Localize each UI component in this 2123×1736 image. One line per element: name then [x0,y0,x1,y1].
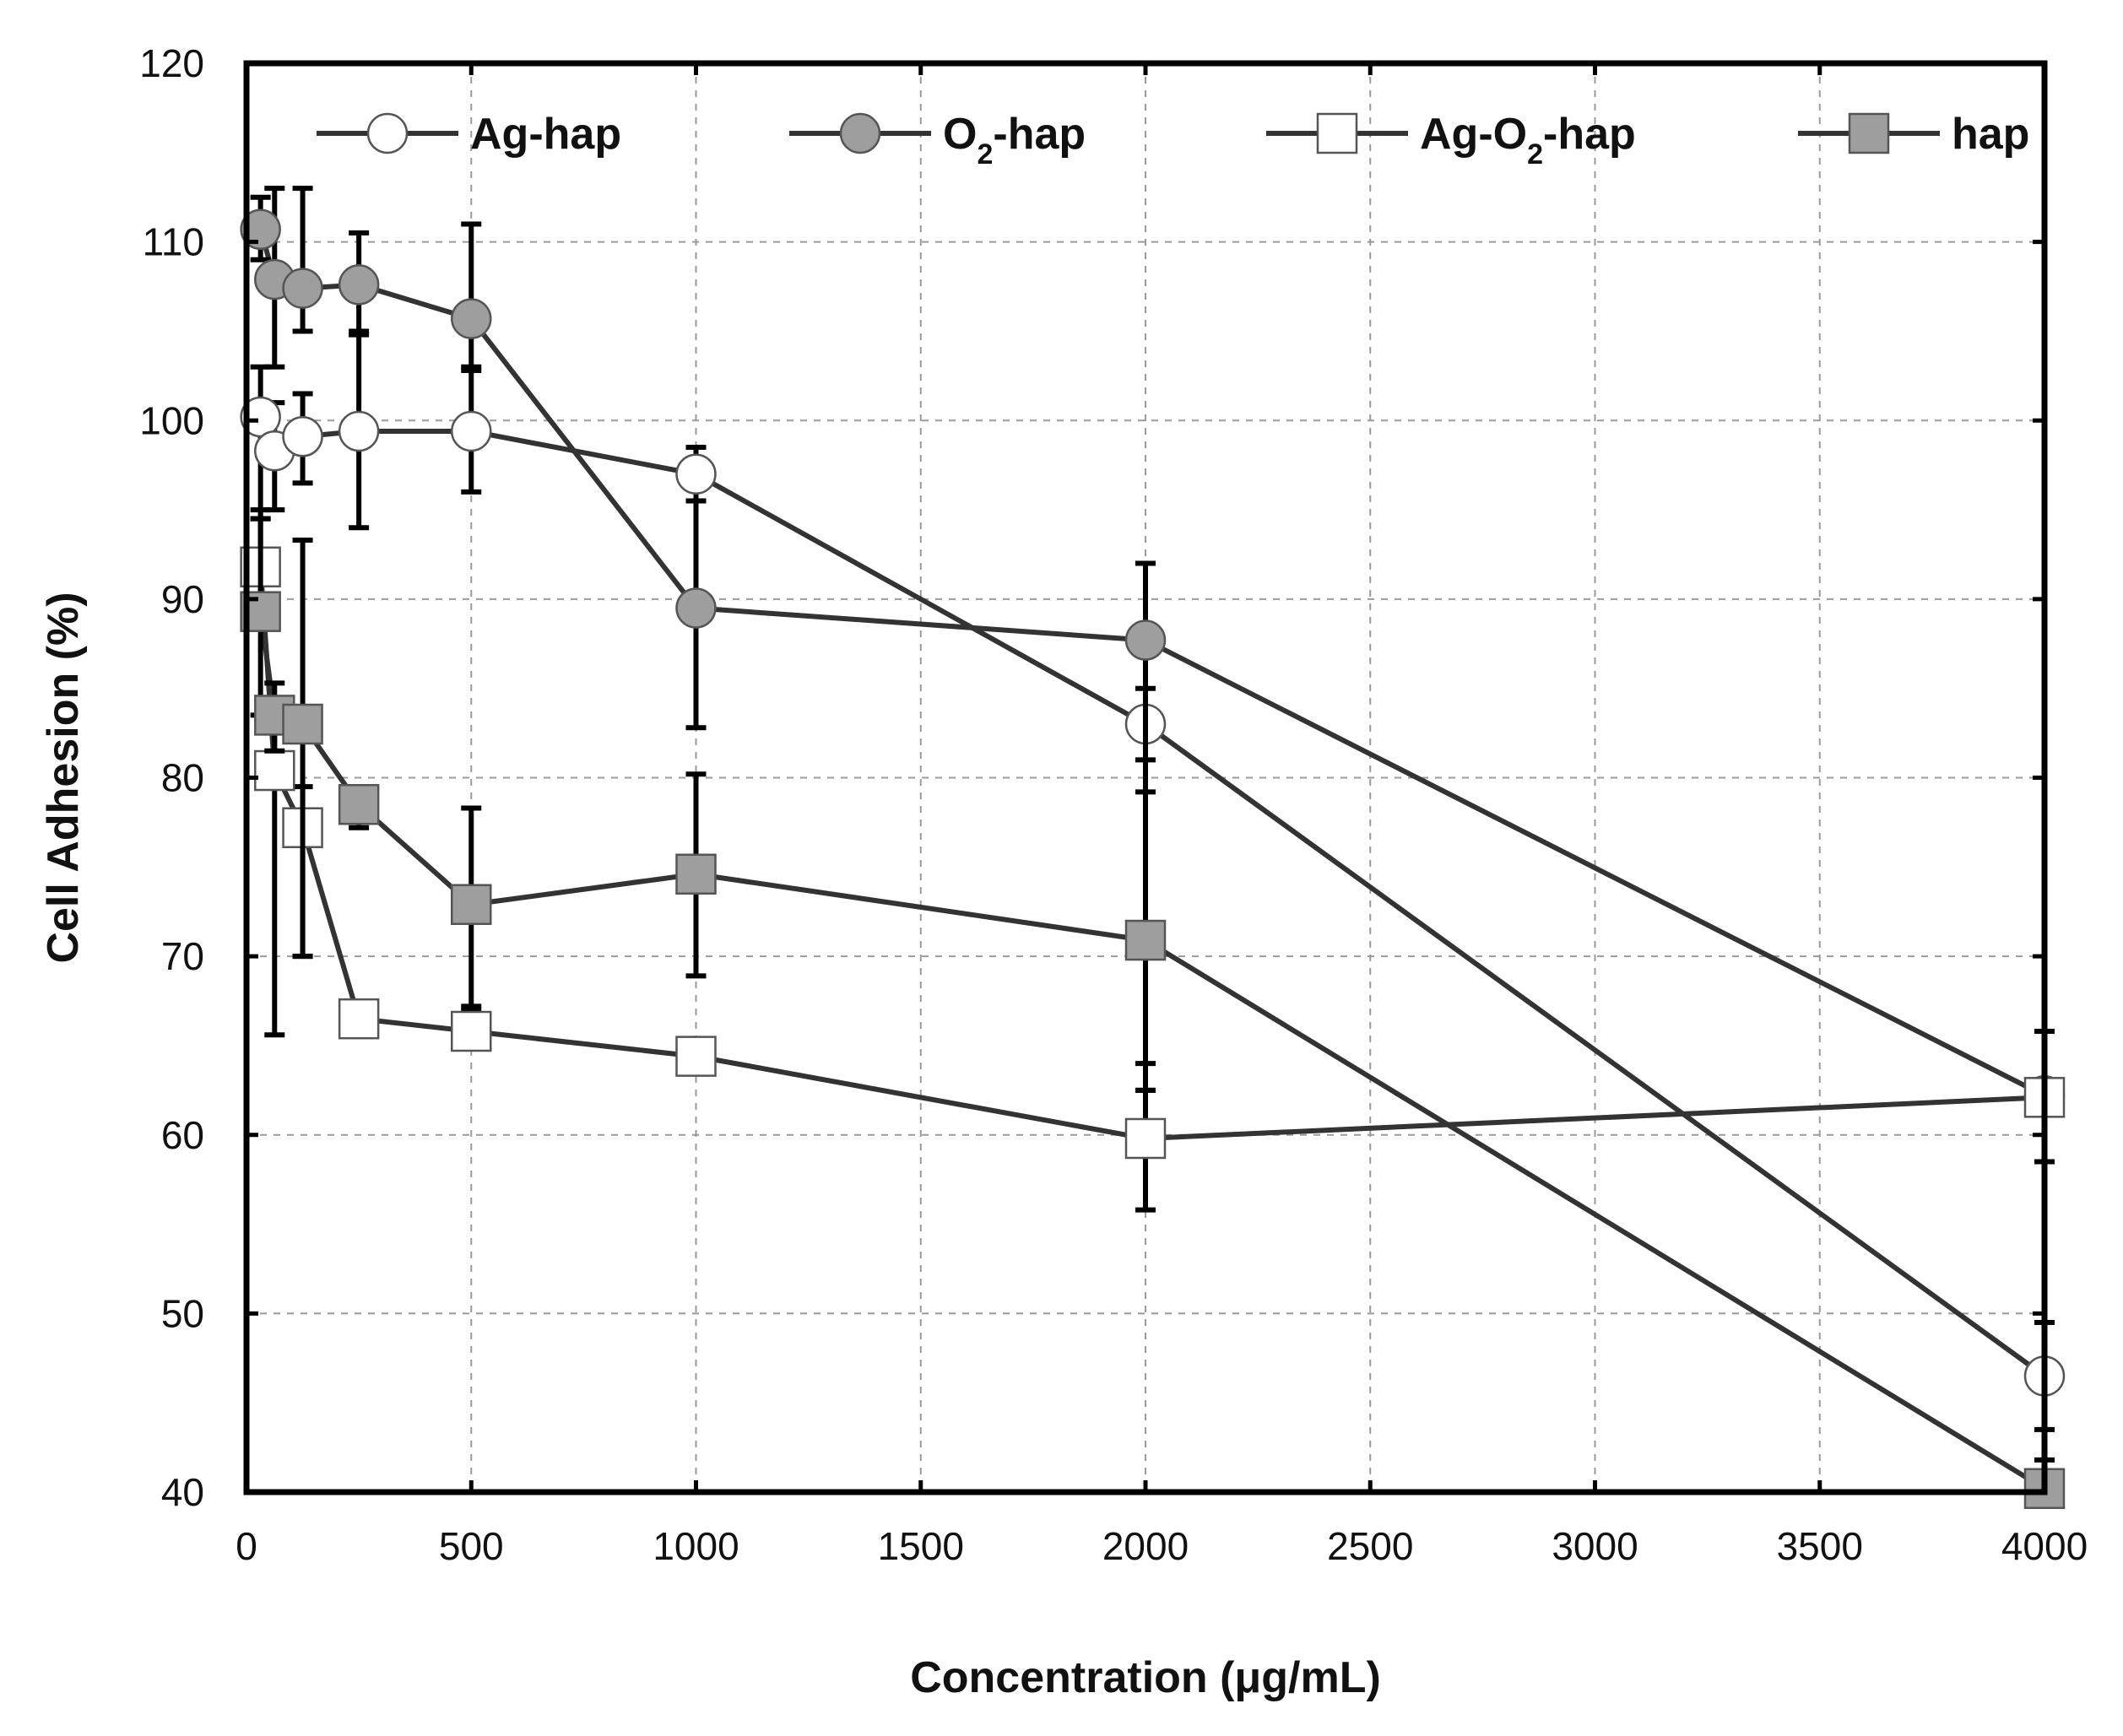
y-tick-label: 50 [161,1291,204,1335]
y-tick-label: 90 [161,577,204,621]
y-tick-label: 70 [161,934,204,978]
y-tick-label: 60 [161,1113,204,1157]
x-tick-label: 2500 [1327,1524,1413,1568]
legend-label: Ag-O2-hap [1420,110,1636,170]
data-point [1124,919,1167,961]
legend-item-o2-hap: O2-hap [789,110,1086,170]
legend-item-hap: hap [1798,110,2029,159]
data-point [451,884,492,926]
x-axis-title: Concentration (μg/mL) [910,1653,1381,1702]
data-point [282,268,323,309]
legend-label-main: Ag-O [1420,110,1527,159]
data-point [240,208,281,251]
data-point [338,783,380,825]
data-point [675,853,717,895]
data-point [338,998,380,1040]
x-tick-label: 1500 [878,1524,964,1568]
data-point [451,410,492,452]
legend-label-subscript: 2 [977,138,993,170]
data-point [254,749,295,792]
legend: Ag-hap O2-hap Ag-O2-hap hap [317,110,2029,170]
legend-label-main: hap [1952,110,2029,159]
legend-marker [1848,112,1890,154]
x-tick-label: 3000 [1552,1524,1638,1568]
x-tick-label: 4000 [2001,1524,2088,1568]
data-point [338,410,380,452]
data-point [282,703,323,745]
legend-label: Ag-hap [470,110,621,159]
series-o2-hap [240,186,2066,1165]
tick-layer: 0 500 1000 1500 2000 2500 3000 3500 4000 40 50 60 70… [139,41,2088,1568]
grid [246,63,2044,1492]
data-point [675,587,717,629]
data-point [282,416,323,457]
data-point [1124,1117,1167,1160]
x-tick-label: 500 [439,1524,504,1568]
data-point [338,264,380,306]
y-tick-label: 40 [161,1470,204,1514]
legend-label: O2-hap [943,110,1086,170]
legend-marker [839,112,881,154]
legend-label-suffix: -hap [993,110,1086,159]
data-point [451,298,492,339]
y-tick-label: 110 [143,220,204,264]
data-point [451,1010,492,1052]
legend-marker [366,112,409,154]
legend-label-suffix: -hap [1543,110,1636,159]
y-tick-label: 80 [161,756,204,800]
y-axis-title: Cell Adhesion (%) [39,592,88,963]
legend-item-ag-hap: Ag-hap [317,110,621,159]
legend-label-main: O [943,110,977,159]
legend-label-subscript: 2 [1527,138,1543,170]
legend-marker [1316,112,1358,154]
legend-label-main: Ag-hap [470,110,621,159]
data-point [675,453,717,495]
data-point [675,1036,717,1077]
legend-item-ag-o2-hap: Ag-O2-hap [1266,110,1636,170]
y-tick-label: 120 [139,41,204,85]
x-tick-label: 3500 [1777,1524,1863,1568]
y-tick-label: 100 [139,398,204,442]
x-tick-label: 1000 [653,1524,739,1568]
legend-label: hap [1952,110,2029,159]
x-tick-label: 2000 [1102,1524,1189,1568]
data-point [1124,619,1167,661]
x-tick-label: 0 [236,1524,257,1568]
